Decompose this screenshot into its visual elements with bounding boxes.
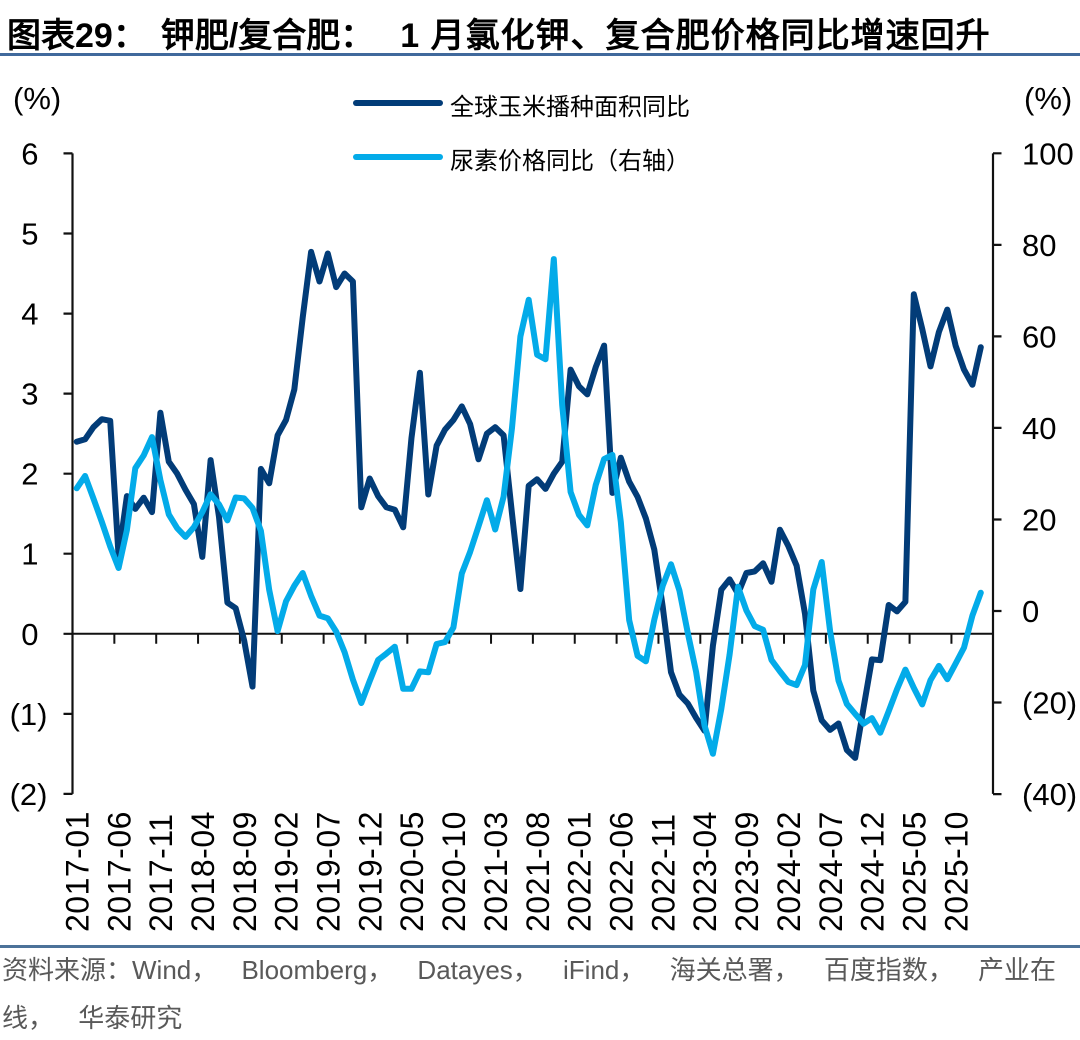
svg-text:1: 1 (21, 537, 38, 572)
svg-text:4: 4 (21, 297, 38, 332)
svg-text:2022-01: 2022-01 (562, 811, 598, 932)
svg-text:2023-04: 2023-04 (687, 811, 723, 932)
svg-text:2: 2 (21, 457, 38, 492)
svg-text:2018-09: 2018-09 (227, 811, 263, 932)
svg-text:2022-06: 2022-06 (604, 811, 640, 932)
svg-text:(40): (40) (1022, 777, 1077, 812)
svg-text:6: 6 (21, 136, 38, 171)
svg-text:2021-08: 2021-08 (520, 811, 556, 932)
svg-text:3: 3 (21, 377, 38, 412)
svg-text:100: 100 (1022, 136, 1074, 171)
svg-text:2024-07: 2024-07 (813, 811, 849, 932)
svg-text:0: 0 (21, 617, 38, 652)
svg-text:2020-05: 2020-05 (394, 811, 430, 932)
svg-text:2017-01: 2017-01 (59, 811, 95, 932)
svg-text:2024-02: 2024-02 (771, 811, 807, 932)
svg-text:2025-05: 2025-05 (897, 811, 933, 932)
svg-text:2017-11: 2017-11 (143, 813, 179, 932)
svg-text:2019-02: 2019-02 (269, 811, 305, 932)
svg-text:2025-10: 2025-10 (938, 811, 974, 932)
svg-text:5: 5 (21, 217, 38, 252)
svg-text:2020-10: 2020-10 (436, 811, 472, 932)
svg-text:20: 20 (1022, 503, 1056, 538)
svg-text:0: 0 (1022, 594, 1039, 629)
svg-text:2019-12: 2019-12 (352, 811, 388, 932)
svg-text:2023-09: 2023-09 (729, 811, 765, 932)
svg-text:80: 80 (1022, 228, 1056, 263)
svg-text:(2): (2) (10, 777, 48, 812)
svg-text:2024-12: 2024-12 (855, 811, 891, 932)
svg-text:2017-06: 2017-06 (101, 811, 137, 932)
svg-text:2021-03: 2021-03 (478, 811, 514, 932)
svg-text:(20): (20) (1022, 686, 1077, 721)
svg-text:(1): (1) (10, 697, 48, 732)
svg-text:60: 60 (1022, 319, 1056, 354)
svg-text:2022-11: 2022-11 (645, 813, 681, 932)
svg-text:40: 40 (1022, 411, 1056, 446)
svg-text:2019-07: 2019-07 (311, 811, 347, 932)
svg-text:2018-04: 2018-04 (185, 811, 221, 932)
